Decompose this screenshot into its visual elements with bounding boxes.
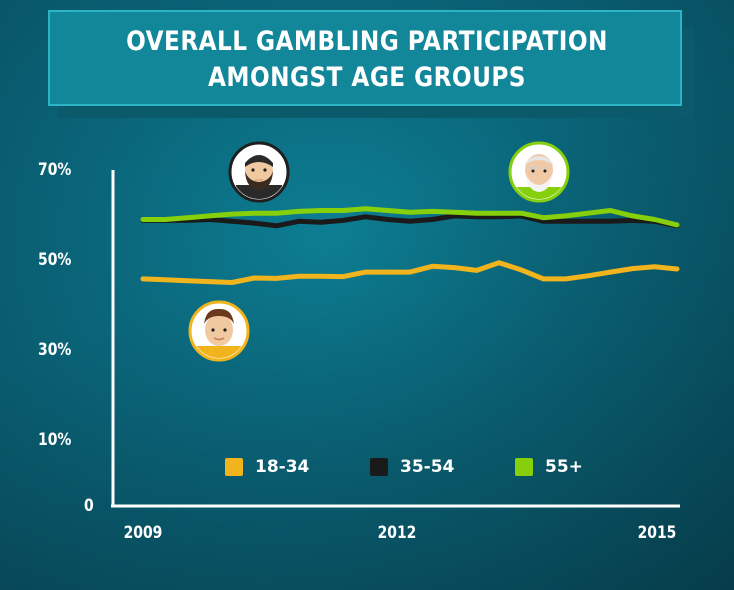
series-line-35-54 <box>140 213 680 229</box>
young-man-avatar-icon <box>188 300 250 362</box>
series-line-55-plus <box>140 206 680 228</box>
legend-label-35-54: 35-54 <box>400 457 455 477</box>
legend-label-55-plus: 55+ <box>545 457 583 477</box>
legend-item-35-54: 35-54 <box>370 455 454 479</box>
chart-title-line-2: AMONGST AGE GROUPS <box>208 62 526 93</box>
legend-label-18-34: 18-34 <box>255 457 310 477</box>
legend-swatch-18-34 <box>225 458 243 476</box>
legend-item-55-plus: 55+ <box>515 455 583 479</box>
x-tick-label-2012: 2012 <box>377 523 417 543</box>
legend-swatch-55-plus <box>515 458 533 476</box>
series-layer <box>140 206 680 285</box>
bearded-man-avatar-icon <box>228 141 290 203</box>
elderly-man-avatar-icon <box>508 141 570 203</box>
y-tick-label-30: 30% <box>38 340 72 360</box>
y-tick-label-70: 70% <box>38 160 72 180</box>
title-box: OVERALL GAMBLING PARTICIPATION AMONGST A… <box>48 10 682 106</box>
x-tick-label-2015: 2015 <box>637 523 677 543</box>
y-tick-label-50: 50% <box>38 250 72 270</box>
legend-swatch-35-54 <box>370 458 388 476</box>
x-tick-label-2009: 2009 <box>123 523 163 543</box>
y-tick-label-10: 10% <box>38 430 72 450</box>
series-line-18-34 <box>140 260 680 285</box>
y-tick-label-0: 0 <box>84 496 94 516</box>
legend-item-18-34: 18-34 <box>225 455 309 479</box>
chart-title-line-1: OVERALL GAMBLING PARTICIPATION <box>126 26 608 57</box>
